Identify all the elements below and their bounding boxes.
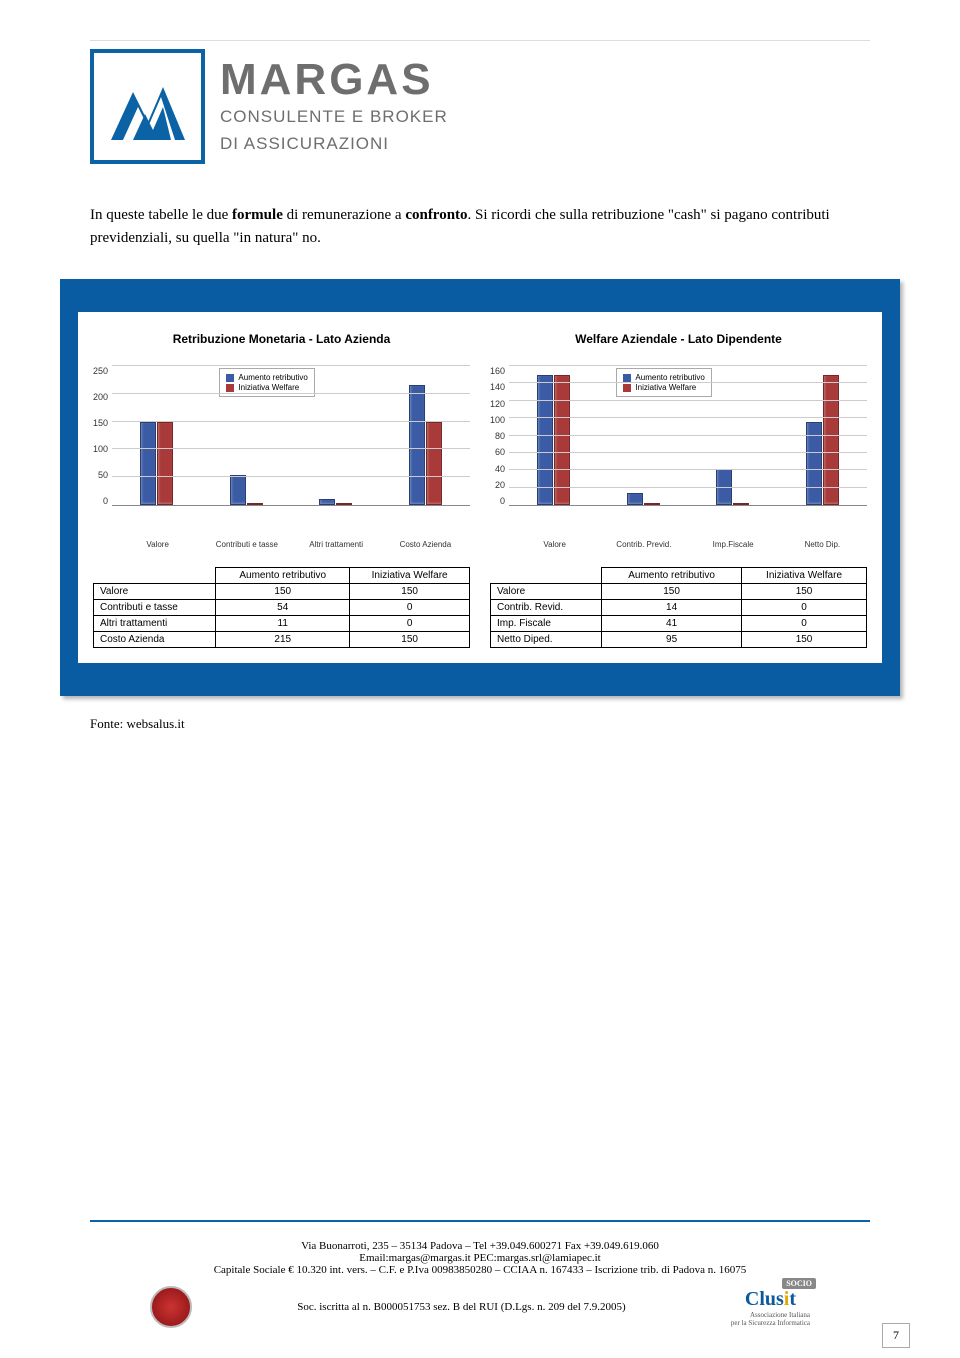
clusit-logo-icon: SOCIO Clusit Associazione Italianaper la… (731, 1288, 810, 1327)
page-footer: Via Buonarroti, 235 – 35134 Padova – Tel… (90, 1220, 870, 1328)
chart-left-title: Retribuzione Monetaria - Lato Azienda (93, 332, 470, 346)
bar (537, 375, 553, 505)
table-cell: 54 (216, 600, 350, 616)
bar (140, 422, 156, 505)
table-cell: 150 (350, 632, 470, 648)
table-cell: Contributi e tasse (94, 600, 216, 616)
aiba-logo-icon (150, 1286, 192, 1328)
bar-group (534, 366, 574, 505)
table-cell: 150 (350, 584, 470, 600)
footer-logos: Soc. iscritta al n. B000051753 sez. B de… (90, 1286, 870, 1328)
table-row: Costo Azienda215150 (94, 632, 470, 648)
bar (823, 375, 839, 505)
intro-t1: In queste tabelle le due (90, 207, 232, 223)
logo-mark (90, 49, 205, 164)
chart-right: 020406080100120140160 Aumento retributiv… (490, 366, 867, 536)
bar (230, 475, 246, 505)
intro-bold1: formule (232, 207, 283, 223)
logo-sub1: CONSULENTE E BROKER (220, 106, 448, 128)
table-left: Aumento retributivoIniziativa Welfare Va… (93, 567, 470, 648)
panel-left: Retribuzione Monetaria - Lato Azienda 05… (93, 332, 470, 648)
bar-group (713, 366, 753, 505)
table-cell: 150 (216, 584, 350, 600)
footer-l2: Email:margas@margas.it PEC:margas.srl@la… (90, 1252, 870, 1264)
table-header: Aumento retributivo (216, 568, 350, 584)
table-cell: 11 (216, 616, 350, 632)
table-header: Iniziativa Welfare (742, 568, 867, 584)
logo-text: MARGAS CONSULENTE E BROKER DI ASSICURAZI… (220, 58, 448, 154)
intro-t2: di remunerazione a (283, 207, 405, 223)
chart-right-plot: Aumento retributivo Iniziativa Welfare (509, 366, 867, 506)
bar (644, 503, 660, 505)
bar (426, 422, 442, 505)
table-cell: 0 (742, 600, 867, 616)
table-cell: Contrib. Revid. (491, 600, 602, 616)
logo-header: MARGAS CONSULENTE E BROKER DI ASSICURAZI… (90, 40, 870, 164)
table-header (94, 568, 216, 584)
bar (554, 375, 570, 505)
source-label: Fonte: websalus.it (90, 716, 870, 732)
table-row: Imp. Fiscale410 (491, 616, 867, 632)
table-cell: 41 (602, 616, 742, 632)
bar-group (137, 366, 177, 505)
figure-container: Retribuzione Monetaria - Lato Azienda 05… (60, 279, 900, 696)
logo-main: MARGAS (220, 58, 448, 102)
table-cell: 0 (350, 616, 470, 632)
chart-left-yaxis: 050100150200250 (93, 366, 112, 506)
table-cell: 0 (350, 600, 470, 616)
chart-right-xlabels: ValoreContrib. Previd.Imp.FiscaleNetto D… (490, 540, 867, 549)
table-cell: 150 (742, 584, 867, 600)
chart-right-yaxis: 020406080100120140160 (490, 366, 509, 506)
table-row: Contributi e tasse540 (94, 600, 470, 616)
table-cell: 150 (602, 584, 742, 600)
logo-sub2: DI ASSICURAZIONI (220, 133, 448, 155)
table-cell: Valore (491, 584, 602, 600)
intro-paragraph: In queste tabelle le due formule di remu… (90, 204, 870, 249)
table-cell: 14 (602, 600, 742, 616)
footer-l3: Capitale Sociale € 10.320 int. vers. – C… (90, 1264, 870, 1276)
table-cell: Imp. Fiscale (491, 616, 602, 632)
table-row: Contrib. Revid.140 (491, 600, 867, 616)
table-header (491, 568, 602, 584)
table-cell: 215 (216, 632, 350, 648)
table-cell: Valore (94, 584, 216, 600)
bar-group (623, 366, 663, 505)
chart-left-plot: Aumento retributivo Iniziativa Welfare (112, 366, 470, 506)
bar-group (802, 366, 842, 505)
chart-left: 050100150200250 Aumento retributivo Iniz… (93, 366, 470, 536)
table-cell: Altri trattamenti (94, 616, 216, 632)
bar (157, 422, 173, 505)
bar (247, 503, 263, 505)
bar (336, 503, 352, 505)
page-number: 7 (882, 1323, 910, 1348)
table-cell: 150 (742, 632, 867, 648)
panel-right: Welfare Aziendale - Lato Dipendente 0204… (490, 332, 867, 648)
table-cell: Costo Azienda (94, 632, 216, 648)
table-row: Valore150150 (491, 584, 867, 600)
footer-l1: Via Buonarroti, 235 – 35134 Padova – Tel… (90, 1240, 870, 1252)
bar (409, 385, 425, 505)
table-header: Iniziativa Welfare (350, 568, 470, 584)
chart-right-title: Welfare Aziendale - Lato Dipendente (490, 332, 867, 346)
figure-inner: Retribuzione Monetaria - Lato Azienda 05… (78, 312, 882, 663)
table-row: Valore150150 (94, 584, 470, 600)
bar (319, 499, 335, 505)
table-header: Aumento retributivo (602, 568, 742, 584)
footer-l4: Soc. iscritta al n. B000051753 sez. B de… (297, 1301, 625, 1313)
chart-left-xlabels: ValoreContributi e tasseAltri trattament… (93, 540, 470, 549)
table-row: Netto Diped.95150 (491, 632, 867, 648)
table-cell: Netto Diped. (491, 632, 602, 648)
table-cell: 95 (602, 632, 742, 648)
bar-group (316, 366, 356, 505)
bar-group (405, 366, 445, 505)
table-cell: 0 (742, 616, 867, 632)
table-right: Aumento retributivoIniziativa Welfare Va… (490, 567, 867, 648)
bar-group (226, 366, 266, 505)
bar (627, 493, 643, 505)
intro-bold2: confronto (405, 207, 467, 223)
table-row: Altri trattamenti110 (94, 616, 470, 632)
bar (733, 503, 749, 505)
